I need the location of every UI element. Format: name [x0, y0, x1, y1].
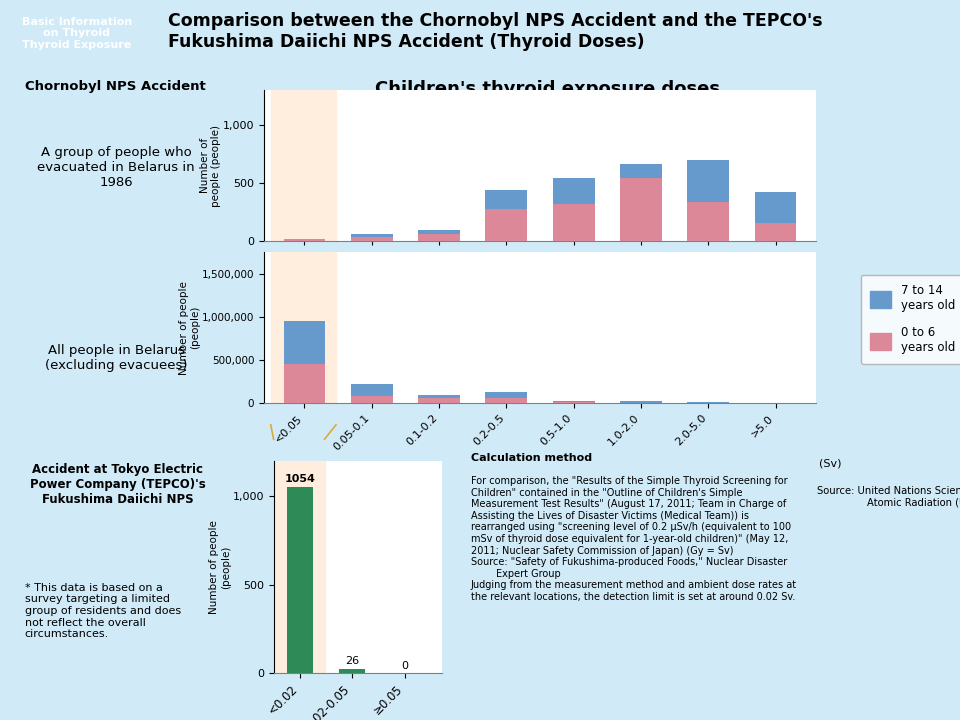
- Bar: [350, 237, 393, 241]
- Legend: 7 to 14
years old, 0 to 6
years old: 7 to 14 years old, 0 to 6 years old: [861, 275, 960, 364]
- Bar: [553, 402, 594, 403]
- Y-axis label: Number of people
(people): Number of people (people): [179, 281, 201, 374]
- Bar: [755, 222, 797, 241]
- Bar: [274, 461, 324, 673]
- Bar: [283, 239, 325, 241]
- Bar: [271, 90, 336, 241]
- Bar: [553, 204, 594, 241]
- Bar: [283, 364, 325, 403]
- Text: 26: 26: [346, 656, 359, 666]
- Bar: [486, 190, 527, 209]
- Bar: [287, 487, 313, 673]
- Text: Chornobyl NPS Accident: Chornobyl NPS Accident: [25, 79, 206, 93]
- Text: Comparison between the Chornobyl NPS Accident and the TEPCO's
Fukushima Daiichi : Comparison between the Chornobyl NPS Acc…: [168, 12, 822, 51]
- Bar: [687, 202, 730, 241]
- Text: Accident at Tokyo Electric
Power Company (TEPCO)'s
Fukushima Daiichi NPS: Accident at Tokyo Electric Power Company…: [30, 463, 205, 505]
- Bar: [350, 396, 393, 403]
- Bar: [486, 392, 527, 398]
- Text: * This data is based on a
survey targeting a limited
group of residents and does: * This data is based on a survey targeti…: [25, 582, 180, 639]
- Bar: [553, 400, 594, 402]
- Bar: [283, 321, 325, 364]
- Bar: [339, 669, 366, 673]
- Y-axis label: Number of people
(people): Number of people (people): [209, 520, 231, 614]
- Text: A group of people who
evacuated in Belarus in
1986: A group of people who evacuated in Belar…: [37, 146, 195, 189]
- Text: (Sv): (Sv): [819, 459, 841, 469]
- Bar: [419, 234, 460, 241]
- Text: All people in Belarus
(excluding evacuees): All people in Belarus (excluding evacuee…: [45, 344, 187, 372]
- Bar: [553, 179, 594, 204]
- Bar: [419, 395, 460, 398]
- Text: 0: 0: [401, 660, 408, 670]
- Text: For comparison, the "Results of the Simple Thyroid Screening for
Children" conta: For comparison, the "Results of the Simp…: [470, 476, 797, 602]
- Bar: [620, 164, 661, 179]
- Text: Basic Information
on Thyroid
Thyroid Exposure: Basic Information on Thyroid Thyroid Exp…: [22, 17, 132, 50]
- Text: Source: United Nations Scientific Committee on the Effects of
Atomic Radiation (: Source: United Nations Scientific Commit…: [817, 487, 960, 508]
- Bar: [486, 209, 527, 241]
- Bar: [350, 384, 393, 396]
- Bar: [350, 233, 393, 237]
- Bar: [271, 252, 336, 403]
- Bar: [755, 192, 797, 222]
- Text: Calculation method: Calculation method: [470, 453, 591, 463]
- Bar: [687, 160, 730, 202]
- Text: Children's thyroid exposure doses: Children's thyroid exposure doses: [374, 79, 720, 97]
- Bar: [419, 230, 460, 234]
- Y-axis label: Number of
people (people): Number of people (people): [200, 125, 222, 207]
- Bar: [486, 398, 527, 403]
- Bar: [620, 179, 661, 241]
- Text: 1054: 1054: [284, 474, 315, 484]
- Bar: [419, 398, 460, 403]
